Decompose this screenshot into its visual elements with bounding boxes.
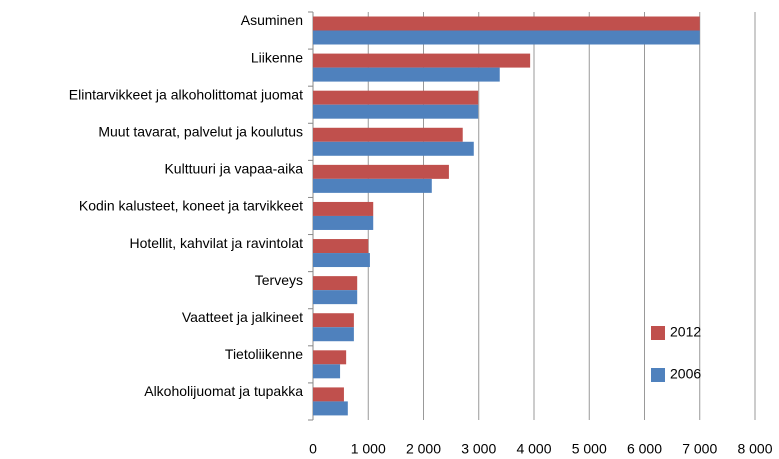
x-tick-label: 2 000 xyxy=(406,441,441,457)
y-tick-label: Kulttuuri ja vapaa-aika xyxy=(164,161,303,177)
bar xyxy=(313,67,500,82)
y-tick-label: Alkoholijuomat ja tupakka xyxy=(144,383,303,399)
x-tick-label: 7 000 xyxy=(682,441,717,457)
y-tick-label: Vaatteet ja jalkineet xyxy=(182,309,303,325)
y-tick-label: Muut tavarat, palvelut ja koulutus xyxy=(98,124,303,140)
x-tick-label: 1 000 xyxy=(351,441,386,457)
bar xyxy=(313,327,354,342)
bar xyxy=(313,178,432,193)
bar xyxy=(313,90,479,105)
legend-swatch xyxy=(651,326,665,340)
y-tick-label: Terveys xyxy=(255,272,303,288)
bar xyxy=(313,104,479,119)
legend-label: 2006 xyxy=(670,366,701,382)
bar xyxy=(313,387,344,402)
bar xyxy=(313,401,348,416)
bar xyxy=(313,290,358,305)
bar xyxy=(313,364,341,379)
y-tick-label: Elintarvikkeet ja alkoholittomat juomat xyxy=(69,86,303,102)
bar xyxy=(313,239,369,254)
bar xyxy=(313,276,358,291)
legend-swatch xyxy=(651,368,665,382)
bar xyxy=(313,215,374,230)
bar xyxy=(313,313,354,328)
y-tick-label: Tietoliikenne xyxy=(225,346,303,362)
bar xyxy=(313,30,700,45)
bar xyxy=(313,201,374,216)
bar xyxy=(313,141,474,156)
x-tick-label: 8 000 xyxy=(737,441,772,457)
y-tick-label: Kodin kalusteet, koneet ja tarvikkeet xyxy=(79,198,303,214)
bar xyxy=(313,253,370,268)
y-tick-label: Asuminen xyxy=(241,12,303,28)
y-tick-label: Hotellit, kahvilat ja ravintolat xyxy=(129,235,303,251)
bar xyxy=(313,127,463,142)
bar xyxy=(313,53,531,68)
legend-label: 2012 xyxy=(670,324,701,340)
x-tick-label: 4 000 xyxy=(516,441,551,457)
bar xyxy=(313,16,700,31)
x-tick-label: 6 000 xyxy=(627,441,662,457)
x-tick-label: 5 000 xyxy=(572,441,607,457)
x-tick-label: 0 xyxy=(309,441,317,457)
bar xyxy=(313,164,449,179)
x-tick-label: 3 000 xyxy=(461,441,496,457)
y-tick-label: Liikenne xyxy=(251,49,303,65)
bar xyxy=(313,350,347,365)
